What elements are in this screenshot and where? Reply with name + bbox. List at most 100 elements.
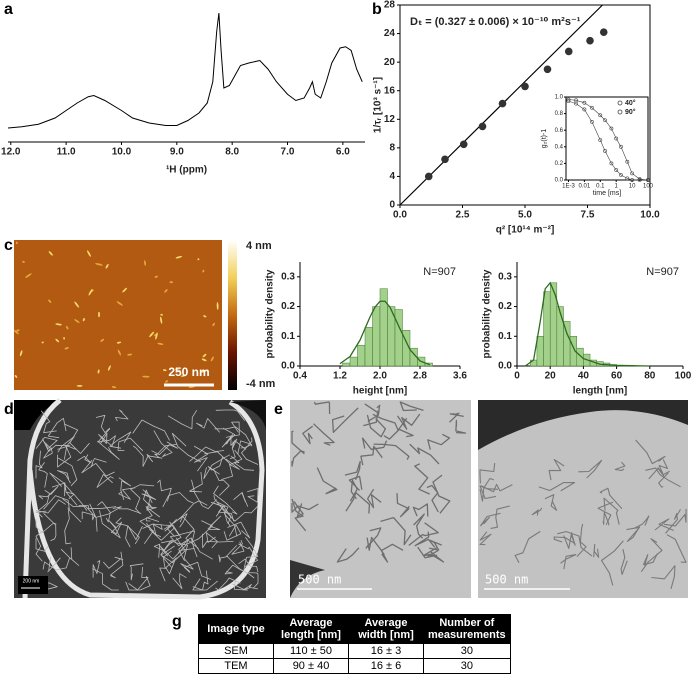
fibril [603,497,620,525]
fibril [313,423,335,446]
fibril [247,488,259,503]
y-tick-label: 0.0 [555,178,564,184]
data-point [564,47,573,56]
fibril [417,546,439,559]
fibril [657,459,669,474]
fibril [302,425,314,445]
y-tick-label: 8 [389,142,395,153]
fibril [651,565,676,590]
afm-fibril [15,241,18,245]
fibril [538,481,576,492]
fibril [212,468,230,496]
data-point [630,178,634,182]
fibril [225,421,240,438]
fibril [193,445,209,472]
y-tick-label: 0.4 [555,144,564,150]
fibril [229,440,247,460]
fibril [291,503,319,513]
afm-fibril [162,369,167,372]
y-tick-label: 0.2 [281,301,295,312]
data-point [424,172,433,181]
data-point [459,140,468,149]
fibril [170,513,188,528]
colorbar-min: -4 nm [246,378,276,390]
fibril [159,545,195,560]
histogram-bar [556,306,564,367]
fibril [364,403,381,414]
header-cell: Image type [198,614,274,644]
fibril [218,554,229,563]
afm-fibril [64,347,69,350]
y-tick-label: 0.6 [555,128,564,134]
afm-fibril [41,341,44,344]
y-tick-label: 1.0 [555,95,564,101]
afm-fibril [19,350,23,357]
afm-fibril [169,281,174,284]
x-tick-label: 10.0 [112,147,132,158]
colorbar-max: 4 nm [246,240,272,252]
fibril [429,539,442,551]
table-cell: 30 [423,658,511,674]
data-point [625,159,630,164]
fibril [179,516,199,549]
x-tick-label: 0 [514,371,520,382]
fibril [42,557,71,571]
fibril [49,472,74,499]
table-cell: 90 ± 40 [273,658,349,674]
fibril [663,509,687,527]
fibril [414,531,436,548]
y-tick-label: 0.2 [498,301,512,312]
tem-image [290,400,471,598]
data-point [582,107,587,112]
fibril [479,463,496,484]
panel-label: d [4,401,14,418]
fibril [167,528,196,543]
fibril [654,518,674,532]
x-axis-label: ¹H (ppm) [166,165,207,176]
fibril [196,418,221,433]
fibril [553,536,576,545]
fibril [35,530,44,562]
afm-fibril [160,313,163,316]
fibril [242,584,259,591]
fibril [602,511,610,526]
fibril [593,543,600,558]
fibril [426,484,439,513]
fibril [223,524,242,541]
fibril [35,538,49,552]
histogram-bar [357,344,366,367]
y-tick-label: 0.1 [498,331,512,342]
afm-fibril [212,322,215,327]
fibril [97,440,120,460]
afm-fibril [55,338,60,343]
afm-fibril [174,368,182,372]
fibril [130,484,155,510]
scale-bar-box [18,576,48,594]
data-point [614,168,619,172]
tem-edge [290,560,325,598]
table-header: Image type Average length [nm] Average wid… [198,614,511,644]
y-tick-label: 0.0 [498,361,512,372]
x-tick-label: 9.0 [170,147,184,158]
fibril [132,419,170,441]
fibril [202,533,234,548]
fibril [409,443,440,465]
fibril [35,518,57,533]
fibril [455,419,467,434]
fibril [159,560,175,582]
legend-marker [617,109,623,115]
fibril [125,575,151,591]
fibril [227,521,251,539]
x-tick-label: 3.6 [453,371,467,382]
fibril [190,537,213,560]
data-point [586,36,594,45]
fibril [642,553,658,566]
data-point [521,82,529,91]
x-tick-label: 6.0 [336,147,350,158]
x-tick-label: 0.01 [579,184,591,190]
fibril [117,437,144,452]
tem-edge [478,400,688,450]
fibril [531,507,543,516]
histogram-bar [536,336,544,367]
fibril [157,479,172,502]
